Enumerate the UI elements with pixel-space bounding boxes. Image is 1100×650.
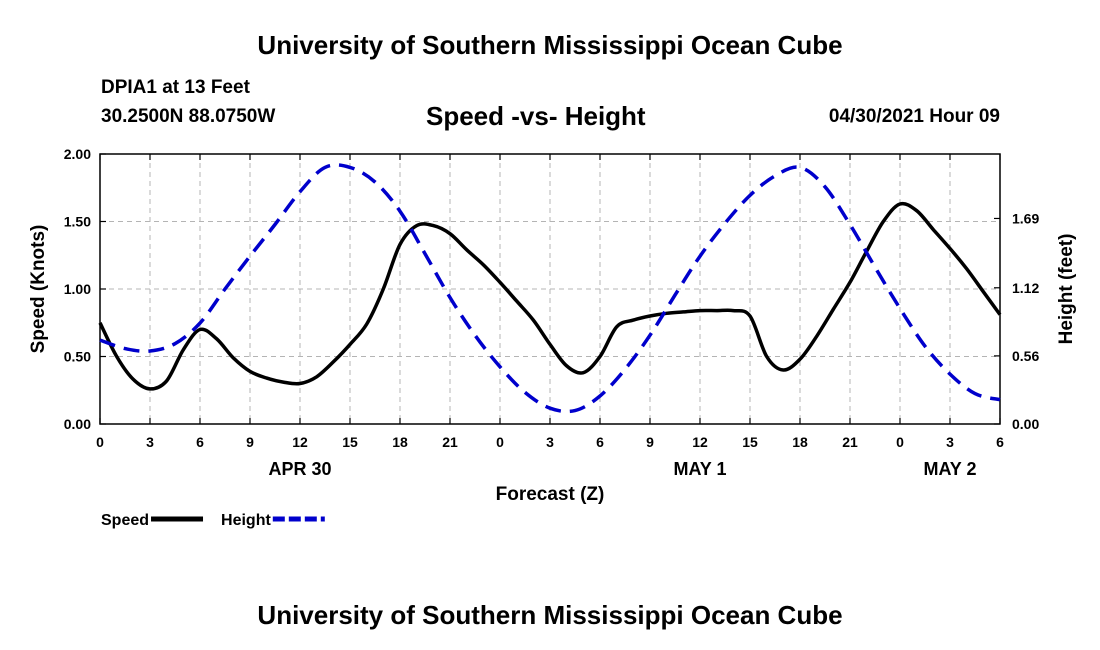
y-left-axis-title: Speed (Knots) bbox=[28, 225, 49, 354]
legend: Speed Height bbox=[101, 512, 325, 529]
chart-title: Speed -vs- Height bbox=[426, 101, 646, 131]
x-tick-label: 3 bbox=[546, 434, 554, 450]
y-left-tick-label: 1.50 bbox=[64, 214, 91, 230]
y-right-tick-label: 1.69 bbox=[1012, 210, 1039, 226]
speed-series-line bbox=[98, 201, 1002, 391]
x-tick-label: 0 bbox=[496, 434, 504, 450]
x-tick-label: 3 bbox=[946, 434, 954, 450]
y-left-tick-label: 1.00 bbox=[64, 281, 91, 297]
x-tick-label: 6 bbox=[596, 434, 604, 450]
x-tick-label: 12 bbox=[292, 434, 308, 450]
coordinates-label: 30.2500N 88.0750W bbox=[101, 106, 276, 127]
axis-ticks bbox=[99, 153, 1001, 425]
x-tick-label: 15 bbox=[342, 434, 358, 450]
x-tick-label: 18 bbox=[392, 434, 408, 450]
x-tick-label: 9 bbox=[646, 434, 654, 450]
x-tick-label: 0 bbox=[96, 434, 104, 450]
x-tick-label: 9 bbox=[246, 434, 254, 450]
station-label: DPIA1 at 13 Feet bbox=[101, 77, 250, 98]
y-right-tick-label: 1.12 bbox=[1012, 280, 1039, 296]
date-label: MAY 2 bbox=[923, 459, 976, 479]
y-right-tick-label: 0.00 bbox=[1012, 416, 1039, 432]
y-left-tick-label: 0.50 bbox=[64, 349, 91, 365]
page-footer-title: University of Southern Mississippi Ocean… bbox=[257, 600, 843, 630]
x-tick-label: 6 bbox=[996, 434, 1004, 450]
y-left-tick-label: 2.00 bbox=[64, 146, 91, 162]
x-tick-label: 21 bbox=[442, 434, 458, 450]
grid bbox=[100, 154, 1000, 424]
y-right-axis-title: Height (feet) bbox=[1056, 234, 1077, 345]
x-tick-label: 3 bbox=[146, 434, 154, 450]
legend-label-speed: Speed bbox=[101, 512, 149, 529]
axis-labels: 0 3 6 9 12 15 18 21 0 3 6 9 12 15 18 21 0 3 6 0.00 0.50 1.00 1… bbox=[28, 146, 1077, 505]
forecast-datetime: 04/30/2021 Hour 09 bbox=[828, 106, 1000, 127]
height-series-line bbox=[99, 163, 1001, 414]
x-tick-label: 15 bbox=[742, 434, 758, 450]
y-left-tick-label: 0.00 bbox=[64, 416, 91, 432]
series bbox=[98, 163, 1002, 414]
page-title: University of Southern Mississippi Ocean… bbox=[257, 30, 843, 60]
x-tick-label: 6 bbox=[196, 434, 204, 450]
x-tick-label: 21 bbox=[842, 434, 858, 450]
x-tick-label: 12 bbox=[692, 434, 708, 450]
x-tick-label: 18 bbox=[792, 434, 808, 450]
date-label: APR 30 bbox=[268, 459, 331, 479]
date-label: MAY 1 bbox=[673, 459, 726, 479]
legend-label-height: Height bbox=[221, 512, 271, 529]
x-tick-label: 0 bbox=[896, 434, 904, 450]
y-right-tick-label: 0.56 bbox=[1012, 348, 1039, 364]
x-axis-title: Forecast (Z) bbox=[496, 484, 605, 505]
